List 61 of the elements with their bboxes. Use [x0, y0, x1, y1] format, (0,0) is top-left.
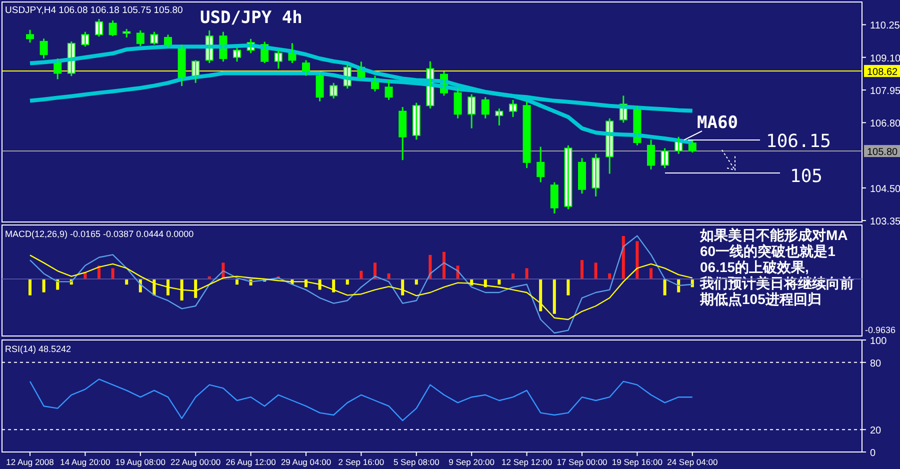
bar: [498, 279, 501, 285]
y-tick-label: 20: [870, 426, 882, 437]
y-tick-label: 0: [870, 448, 876, 459]
y-tick-label: 109.10: [870, 53, 900, 64]
text: -0.9636: [865, 325, 896, 335]
x-tick-label: 26 Aug 12:00: [226, 457, 276, 467]
bar: [580, 260, 584, 279]
bar: [594, 262, 598, 279]
x-tick-label: 14 Aug 20:00: [60, 457, 111, 467]
y-tick-label: 110.25: [870, 20, 900, 32]
line-series: [29, 378, 693, 422]
ref-line-label: 108.62: [867, 66, 898, 78]
annotation: MA60: [697, 113, 738, 133]
bar: [42, 279, 46, 292]
y-tick-label: 104.50: [870, 184, 900, 195]
y-tick-label: 80: [870, 358, 882, 370]
y-tick-label: 103.35: [870, 216, 900, 228]
chart-subtitle: USDJPY,H4 106.08 106.18 105.75 105.80: [5, 5, 183, 16]
bar: [194, 279, 198, 298]
ref-line-label: 105.80: [867, 147, 898, 158]
bar: [636, 241, 639, 279]
x-tick-label: 24 Sep 04:00: [667, 457, 718, 467]
x-tick-label: 29 Aug 04:00: [280, 457, 332, 467]
bar: [28, 279, 32, 296]
bar: [552, 279, 556, 314]
bar: [166, 279, 170, 296]
bar: [442, 252, 446, 279]
bar: [125, 279, 128, 285]
bar: [608, 273, 612, 279]
x-tick-label: 12 Sep 12:00: [502, 457, 552, 467]
bar: [180, 279, 184, 300]
bar: [414, 279, 418, 285]
text: 105: [790, 166, 823, 187]
bar: [401, 279, 404, 296]
bar: [346, 279, 349, 285]
x-tick-label: 12 Aug 2008: [6, 457, 54, 467]
x-tick-label: 5 Sep 08:00: [393, 457, 440, 467]
chart-title: RSI(14) 48.5242: [5, 344, 72, 354]
bar: [111, 268, 114, 279]
chart-title: MACD(12,26,9) -0.0165 -0.0387 0.0444 0.0000: [5, 229, 194, 239]
bar: [512, 273, 514, 279]
bar: [622, 236, 625, 279]
bar: [525, 268, 528, 279]
bar: [650, 268, 652, 279]
x-tick-label: 9 Sep 20:00: [448, 457, 495, 467]
y-tick-label: 106.80: [870, 118, 900, 130]
x-tick-label: 22 Aug 00:00: [170, 457, 221, 467]
x-tick-label: 19 Sep 16:00: [612, 457, 663, 467]
chart-title: USD/JPY 4h: [200, 8, 302, 28]
bar: [387, 273, 390, 279]
y-tick-label: 100: [870, 336, 888, 347]
x-tick-label: 19 Aug 08:00: [115, 457, 166, 467]
bar: [360, 270, 363, 279]
bar: [566, 279, 570, 296]
x-tick-label: 2 Sep 16:00: [338, 457, 384, 467]
bar: [539, 279, 542, 312]
x-tick-label: 17 Sep 00:00: [556, 457, 608, 467]
bar: [236, 279, 238, 285]
bar: [663, 279, 666, 296]
text: 106.15: [766, 131, 832, 152]
y-tick-label: 107.95: [870, 86, 900, 97]
